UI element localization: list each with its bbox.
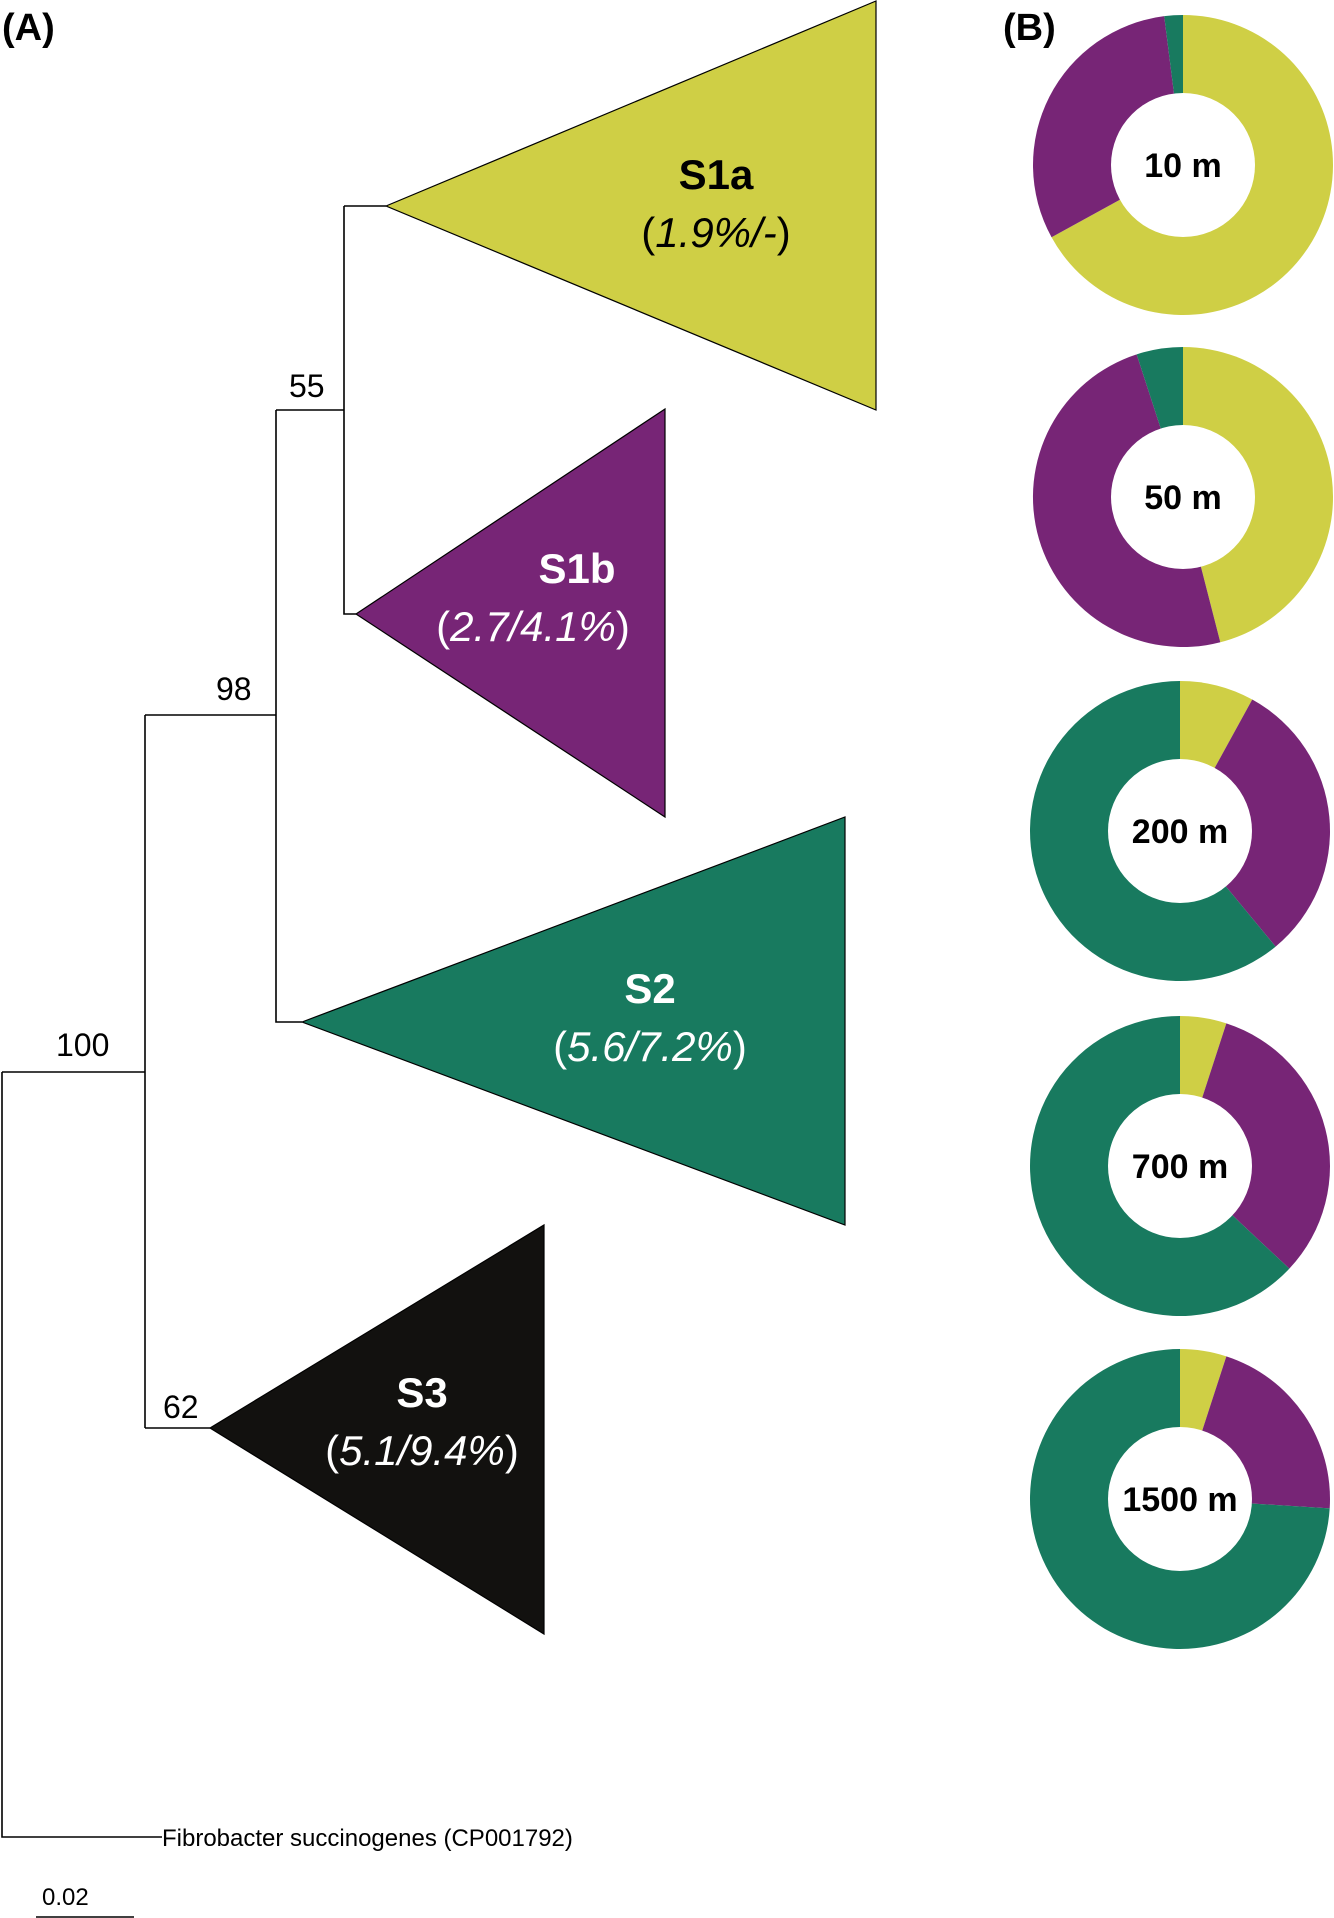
clade-s3-name: S3 xyxy=(396,1369,447,1416)
slice-s1a xyxy=(1183,347,1334,643)
root-branch xyxy=(1,1072,162,1838)
donut-hole xyxy=(1111,93,1255,237)
support-root: 100 xyxy=(56,1027,109,1063)
depth-label: 700 m xyxy=(1132,1148,1228,1186)
clade-s1b-triangle xyxy=(354,407,666,819)
support-s3: 62 xyxy=(163,1389,199,1425)
clade-s1a-triangle xyxy=(384,0,877,411)
clade-s1b-name: S1b xyxy=(538,545,615,592)
panel-b-label: (B) xyxy=(1003,7,1056,49)
depth-label: 50 m xyxy=(1144,479,1222,517)
donut-hole xyxy=(1108,1094,1252,1238)
panel-a-label: (A) xyxy=(2,7,55,49)
depth-label: 200 m xyxy=(1132,813,1228,851)
clade-s1b-pct: (2.7/4.1%) xyxy=(436,603,630,650)
clade-s2-name: S2 xyxy=(624,965,675,1012)
donut-hole xyxy=(1108,1427,1252,1571)
depth-label: 1500 m xyxy=(1122,1481,1237,1519)
outgroup-label: Fibrobacter succinogenes (CP001792) xyxy=(162,1825,573,1852)
donut-700m: 700 m xyxy=(1030,1016,1331,1316)
depth-donut-charts: 10 m 50 m 200 m 700 m 1500 m xyxy=(1029,15,1334,1649)
donut-hole xyxy=(1108,759,1252,903)
clade-s3-triangle xyxy=(208,1223,545,1636)
donut-50m: 50 m xyxy=(1032,347,1334,648)
clade-s1a-name: S1a xyxy=(679,151,754,198)
donut-1500m: 1500 m xyxy=(1029,1349,1330,1649)
clade-s3-pct: (5.1/9.4%) xyxy=(325,1427,519,1474)
support-s1-s2: 98 xyxy=(216,671,252,707)
donut-hole xyxy=(1111,425,1255,569)
s1-s2-vertical xyxy=(275,410,302,1023)
support-s1: 55 xyxy=(289,368,325,404)
donut-200m: 200 m xyxy=(1030,681,1331,981)
slice-s1b xyxy=(1180,1023,1331,1269)
phylogenetic-tree xyxy=(1,205,386,1918)
clade-s2-pct: (5.6/7.2%) xyxy=(553,1023,747,1070)
depth-label: 10 m xyxy=(1144,147,1222,185)
scale-label: 0.02 xyxy=(42,1884,89,1911)
clade-s1a-pct: (1.9%/-) xyxy=(641,209,790,256)
clade-s2-triangle xyxy=(300,816,846,1226)
s1-vertical xyxy=(343,206,356,615)
donut-10m: 10 m xyxy=(1032,15,1333,315)
slice-s1b xyxy=(1180,699,1331,947)
